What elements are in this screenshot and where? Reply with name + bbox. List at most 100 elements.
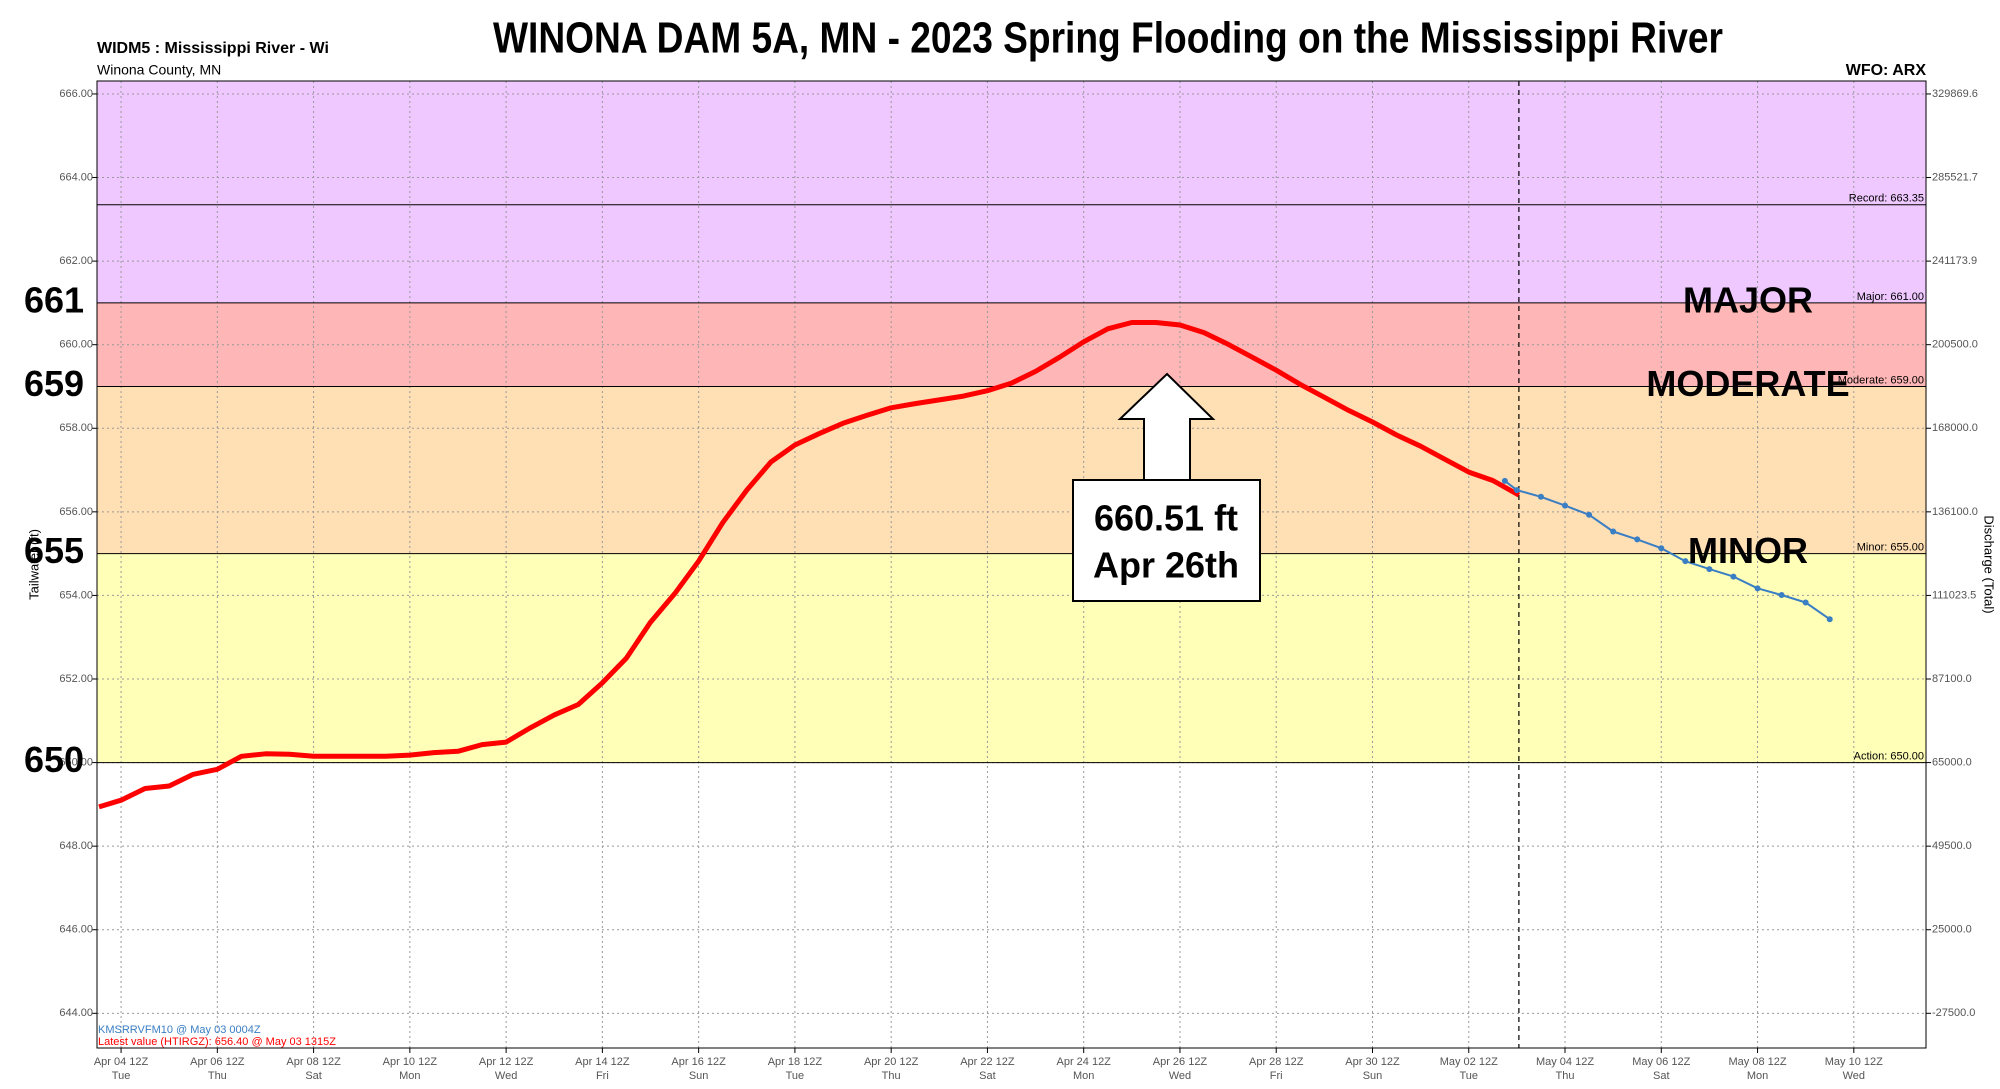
y-tick-label: 652.00 (59, 673, 93, 685)
x-tick-day: Tue (112, 1070, 131, 1082)
x-tick-day: Fri (596, 1070, 609, 1082)
y-tick-label: 650.00 (59, 756, 93, 768)
y2-tick-label: 49500.0 (1932, 840, 1972, 852)
x-tick-day: Sat (1653, 1070, 1670, 1082)
y2-tick-label: 168000.0 (1932, 422, 1978, 434)
stage-label: 659 (24, 363, 84, 404)
series-point (1658, 545, 1665, 552)
x-tick-label: May 06 12Z (1632, 1056, 1690, 1068)
x-tick-label: Apr 12 12Z (479, 1056, 534, 1068)
series-point (1706, 566, 1713, 573)
x-tick-label: May 10 12Z (1825, 1056, 1883, 1068)
series-point (1634, 536, 1641, 543)
series-point (1730, 573, 1737, 580)
y2-tick-label: 87100.0 (1932, 673, 1972, 685)
x-tick-label: Apr 22 12Z (960, 1056, 1015, 1068)
stage-label: 650 (24, 739, 84, 780)
county-label: Winona County, MN (97, 62, 221, 78)
x-tick-day: Thu (1556, 1070, 1575, 1082)
x-tick-label: Apr 06 12Z (190, 1056, 245, 1068)
stage-label: 655 (24, 530, 84, 571)
x-tick-day: Sun (1363, 1070, 1383, 1082)
x-tick-label: Apr 24 12Z (1056, 1056, 1111, 1068)
y2-tick-label: -27500.0 (1932, 1007, 1975, 1019)
station-label: WIDM5 : Mississippi River - Wi (97, 40, 329, 57)
x-tick-day: Sat (979, 1070, 996, 1082)
y2-tick-label: 285521.7 (1932, 171, 1978, 183)
stage-label: 661 (24, 279, 84, 320)
flood-label: Action: 650.00 (1854, 751, 1924, 763)
x-tick-day: Tue (1459, 1070, 1478, 1082)
note: Latest value (HTIRGZ): 656.40 @ May 03 1… (98, 1036, 336, 1048)
x-tick-label: Apr 18 12Z (768, 1056, 823, 1068)
series-point (1610, 528, 1617, 535)
x-tick-day: Sat (305, 1070, 322, 1082)
y-axis-label: Tailwater (ft) (26, 529, 41, 600)
chart-title: WINONA DAM 5A, MN - 2023 Spring Flooding… (493, 14, 1723, 63)
x-tick-label: May 02 12Z (1440, 1056, 1498, 1068)
series-point (1802, 599, 1809, 606)
y2-tick-label: 111023.5 (1932, 589, 1976, 601)
series-point (1778, 592, 1785, 599)
peak-box (1072, 479, 1261, 602)
category-label: MINOR (1688, 530, 1808, 571)
y-tick-label: 656.00 (59, 506, 93, 518)
series-point (1682, 558, 1689, 565)
y-tick-label: 654.00 (59, 589, 93, 601)
x-tick-day: Wed (495, 1070, 517, 1082)
x-tick-day: Thu (208, 1070, 227, 1082)
x-tick-label: Apr 20 12Z (864, 1056, 919, 1068)
series-point (1586, 511, 1593, 518)
y-tick-label: 666.00 (59, 88, 93, 100)
x-tick-day: Fri (1270, 1070, 1283, 1082)
plot-frame (96, 80, 1927, 1049)
series-point (1537, 493, 1544, 500)
y-tick-label: 646.00 (59, 924, 93, 936)
peak-value: 660.51 ft (1094, 498, 1238, 539)
x-tick-label: Apr 10 12Z (383, 1056, 438, 1068)
series-point (1501, 477, 1508, 484)
x-tick-label: Apr 26 12Z (1153, 1056, 1208, 1068)
y-tick-label: 644.00 (59, 1007, 93, 1019)
x-tick-day: Tue (786, 1070, 805, 1082)
y2-tick-label: 241173.9 (1932, 255, 1977, 267)
x-tick-label: May 08 12Z (1728, 1056, 1786, 1068)
x-tick-day: Mon (1747, 1070, 1768, 1082)
category-label: MAJOR (1683, 279, 1813, 320)
series-point (1562, 502, 1569, 509)
flood-label: Moderate: 659.00 (1838, 374, 1924, 386)
series-point (1513, 487, 1520, 494)
flood-band (97, 302, 1926, 387)
x-tick-day: Mon (1073, 1070, 1094, 1082)
office-label: WFO: ARX (1846, 62, 1927, 79)
flood-band (97, 386, 1926, 554)
y2-axis-label: Discharge (Total) (1982, 515, 1997, 613)
y2-tick-label: 25000.0 (1932, 924, 1972, 936)
series-point (1826, 616, 1833, 623)
category-label: MODERATE (1646, 363, 1849, 404)
x-tick-day: Wed (1843, 1070, 1865, 1082)
x-tick-label: Apr 14 12Z (575, 1056, 630, 1068)
y2-tick-label: 136100.0 (1932, 506, 1978, 518)
y-tick-label: 664.00 (59, 171, 93, 183)
y-tick-label: 662.00 (59, 255, 93, 267)
y2-tick-label: 200500.0 (1932, 339, 1978, 351)
series-point (1754, 585, 1761, 592)
x-tick-label: May 04 12Z (1536, 1056, 1594, 1068)
y2-tick-label: 65000.0 (1932, 756, 1972, 768)
peak-date: Apr 26th (1093, 545, 1239, 586)
x-tick-label: Apr 16 12Z (671, 1056, 726, 1068)
y-tick-label: 660.00 (59, 339, 93, 351)
x-tick-day: Wed (1169, 1070, 1191, 1082)
flood-band (97, 81, 1926, 303)
note: KMSRRVFM10 @ May 03 0004Z (98, 1024, 261, 1036)
x-tick-day: Mon (399, 1070, 420, 1082)
x-tick-label: Apr 28 12Z (1249, 1056, 1304, 1068)
y2-tick-label: 329869.6 (1932, 88, 1978, 100)
flood-label: Major: 661.00 (1857, 291, 1924, 303)
x-tick-day: Thu (882, 1070, 901, 1082)
x-tick-label: Apr 08 12Z (286, 1056, 341, 1068)
y-tick-label: 648.00 (59, 840, 93, 852)
x-tick-label: Apr 30 12Z (1345, 1056, 1400, 1068)
